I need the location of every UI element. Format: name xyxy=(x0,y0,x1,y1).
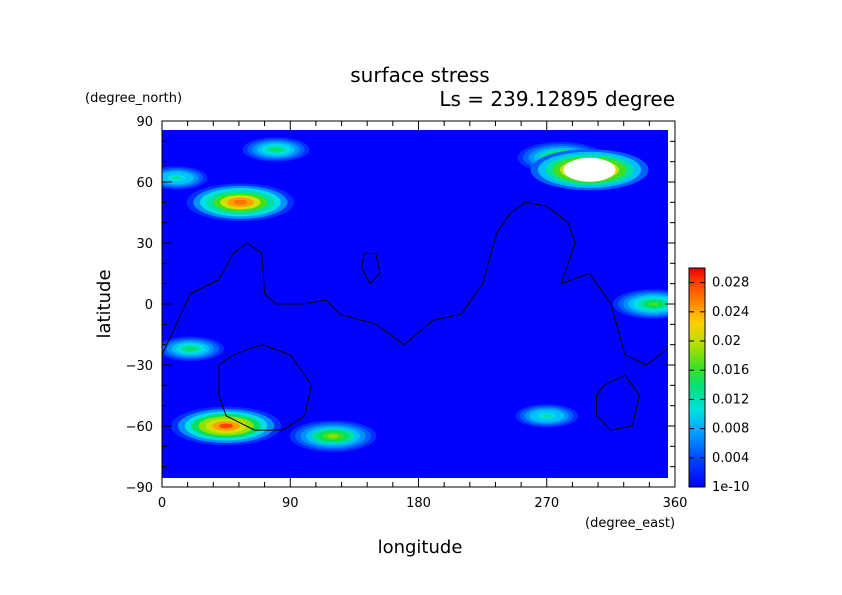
x-tick-label: 90 xyxy=(282,496,299,511)
colorbar-tick-label: 0.02 xyxy=(712,334,741,349)
hotspot-7-level-7 xyxy=(648,302,659,306)
colorbar-tick-label: 0.004 xyxy=(712,451,749,466)
saturated-maximum xyxy=(563,157,616,182)
y-units-label: (degree_north) xyxy=(85,91,182,106)
hotspot-4-level-7 xyxy=(219,423,234,429)
hotspot-3-level-7 xyxy=(233,199,248,205)
colorbar-tick-label: 0.024 xyxy=(712,305,749,320)
x-units-label: (degree_east) xyxy=(585,516,675,531)
chart-title: surface stress xyxy=(350,63,489,87)
axes: 0 90 180 270 360 90 60 30 0 −30 −60 −90 xyxy=(126,115,688,511)
isle-outline xyxy=(360,252,381,285)
colorbar-tick-label: 0.028 xyxy=(712,276,749,291)
southeast-basin-outline xyxy=(596,374,640,431)
colorbar-ticks: 0.028 0.024 0.02 0.016 0.012 0.008 0.004 1e-10 xyxy=(689,276,750,495)
hotspot-8-level-7 xyxy=(185,346,196,351)
x-axis-label: longitude xyxy=(378,537,463,558)
southwest-basin-outline xyxy=(218,344,313,431)
y-tick-label: 90 xyxy=(136,115,153,130)
hotspot-5-level-7 xyxy=(327,434,339,439)
continent-outline xyxy=(162,201,668,366)
hotspot-6-level-7 xyxy=(542,414,552,418)
hotspot-2-level-7 xyxy=(271,147,281,152)
y-axis-label: latitude xyxy=(94,269,115,338)
colorbar-tick-label: 1e-10 xyxy=(712,480,750,495)
y-tick-label: 60 xyxy=(136,176,153,191)
x-tick-label: 270 xyxy=(534,496,559,511)
x-tick-label: 0 xyxy=(158,496,166,511)
chart-subtitle: Ls = 239.12895 degree xyxy=(439,87,675,111)
y-tick-label: −60 xyxy=(126,420,153,435)
y-tick-label: −30 xyxy=(126,359,153,374)
y-tick-label: 0 xyxy=(145,298,153,313)
y-tick-label: 30 xyxy=(136,237,153,252)
x-tick-label: 180 xyxy=(406,496,431,511)
y-tick-label: −90 xyxy=(126,481,153,496)
contour-lines xyxy=(162,201,668,431)
heatmap-field xyxy=(162,130,668,478)
colorbar-tick-label: 0.012 xyxy=(712,392,749,407)
colorbar-tick-label: 0.016 xyxy=(712,363,749,378)
colorbar xyxy=(688,267,706,488)
colorbar-tick-label: 0.008 xyxy=(712,422,749,437)
x-tick-label: 360 xyxy=(663,496,688,511)
hotspot-9-level-7 xyxy=(171,176,181,180)
